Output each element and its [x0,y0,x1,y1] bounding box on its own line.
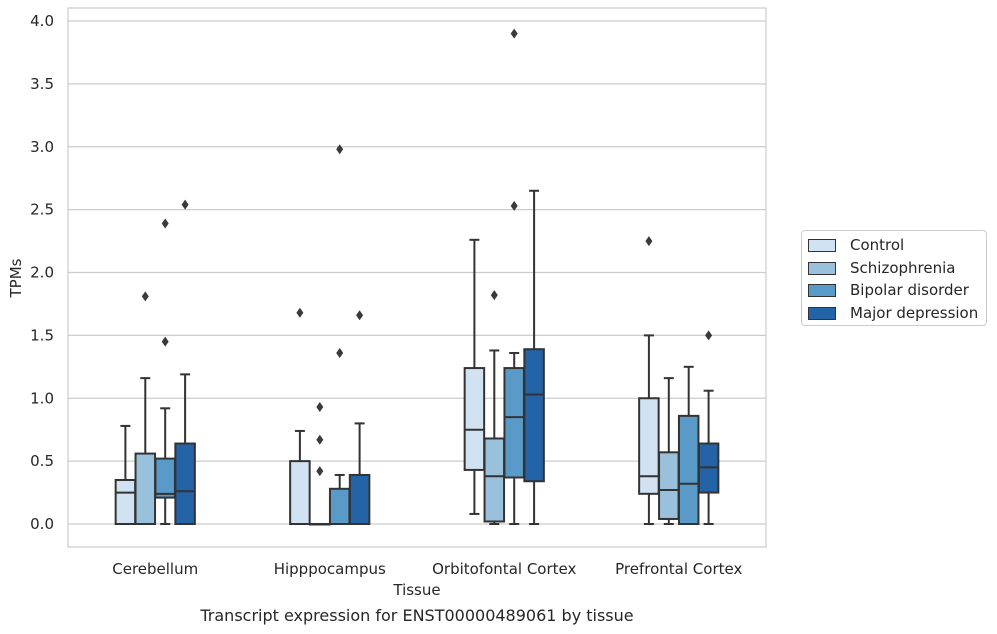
outlier-point [490,290,498,301]
figure-caption: Transcript expression for ENST0000048906… [199,606,633,625]
outlier-point [336,347,344,358]
box-body [174,442,196,525]
box-body [677,414,700,526]
outlier-point [336,144,344,155]
box-body [134,452,157,525]
box-body [348,473,371,525]
outlier-point [510,200,518,211]
box-body [658,451,680,520]
outlier-point [141,291,149,302]
box-orbitofontal-cortex-control [463,238,486,515]
outlier-point [316,434,324,445]
box-groups [114,28,720,526]
x-axis-label: Tissue [392,581,440,599]
box-prefrontal-cortex-major-depression [697,330,720,525]
outlier-point [316,466,324,477]
x-tick-label: Orbitofontal Cortex [432,560,576,578]
y-tick-label: 3.5 [30,75,54,93]
y-tick-labels: 0.0 0.5 1.0 1.5 2.0 2.5 3.0 3.5 4.0 [30,12,54,533]
legend-item-control: Control [808,235,904,255]
x-tick-label: Cerebellum [112,560,198,578]
box-cerebellum-control [114,424,137,525]
x-tick-label: Hipppocampus [274,560,386,578]
box-body [483,437,506,523]
outlier-point [645,236,653,247]
box-body [154,457,176,499]
box-body [463,367,486,471]
box-orbitofontal-cortex-bipolar-disorder [503,28,525,525]
outlier-point [510,28,518,39]
legend-label-major-depression: Major depression [850,304,979,322]
box-cerebellum-bipolar-disorder [154,218,176,525]
y-tick-label: 3.0 [30,138,54,156]
outlier-point [296,307,304,318]
y-tick-label: 4.0 [30,12,54,30]
outlier-point [161,218,169,229]
box-prefrontal-cortex-bipolar-disorder [677,365,700,526]
y-axis-label: TPMs [7,258,25,298]
box-body [289,460,311,525]
box-orbitofontal-cortex-major-depression [523,189,545,525]
x-tick-labels: Cerebellum Hipppocampus Orbitofontal Corte… [112,560,742,578]
legend-swatch-bipolar-disorder [808,283,836,297]
legend-label-bipolar-disorder: Bipolar disorder [850,281,969,299]
box-prefrontal-cortex-control [638,236,660,525]
box-body [523,348,545,483]
box-cerebellum-major-depression [174,199,196,525]
box-orbitofontal-cortex-schizophrenia [483,290,506,525]
outlier-point [316,402,324,413]
legend-item-bipolar-disorder: Bipolar disorder [808,280,969,300]
box-body [328,487,351,526]
box-body [503,367,525,479]
box-hipppocampus-schizophrenia [309,402,331,526]
legend-label-schizophrenia: Schizophrenia [850,259,956,277]
legend-label-control: Control [850,236,905,254]
outlier-point [181,199,189,210]
box-body [638,397,660,495]
legend-swatch-major-depression [808,306,836,320]
gridlines [68,20,766,525]
plot-frame [67,7,767,548]
y-tick-label: 1.0 [30,389,54,407]
legend-item-schizophrenia: Schizophrenia [808,258,955,278]
outlier-point [356,310,364,321]
outlier-point [161,336,169,347]
legend-item-major-depression: Major depression [808,303,978,323]
box-hipppocampus-major-depression [348,310,371,525]
y-tick-label: 2.0 [30,264,54,282]
box-prefrontal-cortex-schizophrenia [658,377,680,525]
y-tick-label: 0.5 [30,452,54,470]
x-tick-label: Prefrontal Cortex [615,560,742,578]
outlier-point [705,330,713,341]
box-hipppocampus-bipolar-disorder [328,144,351,526]
box-cerebellum-schizophrenia [134,291,157,525]
legend-swatch-control [808,238,836,252]
legend: Control Schizophrenia Bipolar disorder M… [801,230,987,326]
legend-swatch-schizophrenia [808,261,836,275]
box-body [114,478,137,525]
box-hipppocampus-control [289,307,311,525]
y-tick-label: 2.5 [30,201,54,219]
y-tick-label: 1.5 [30,326,54,344]
y-tick-label: 0.0 [30,515,54,533]
